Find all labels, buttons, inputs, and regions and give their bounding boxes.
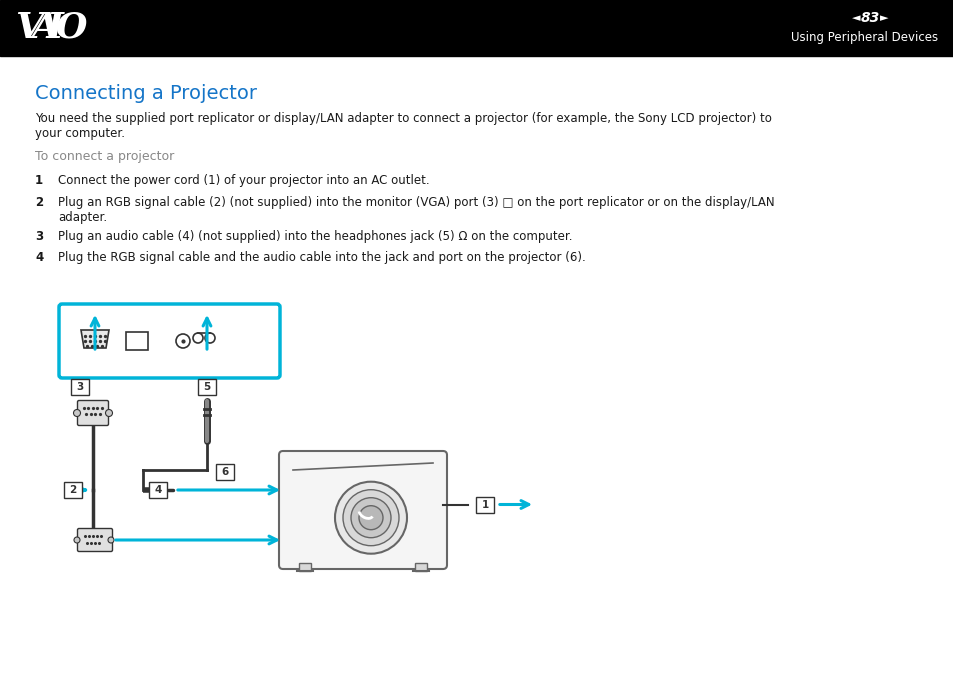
Text: Connecting a Projector: Connecting a Projector bbox=[35, 84, 256, 103]
Circle shape bbox=[106, 410, 112, 417]
FancyBboxPatch shape bbox=[59, 304, 280, 378]
FancyBboxPatch shape bbox=[77, 528, 112, 551]
Text: 5: 5 bbox=[203, 382, 211, 392]
Text: Plug an audio cable (4) (not supplied) into the headphones jack (5) Ω on the com: Plug an audio cable (4) (not supplied) i… bbox=[58, 230, 572, 243]
Text: To connect a projector: To connect a projector bbox=[35, 150, 174, 163]
Circle shape bbox=[175, 334, 190, 348]
Text: 2: 2 bbox=[70, 485, 76, 495]
Circle shape bbox=[73, 410, 80, 417]
Text: ►: ► bbox=[879, 13, 887, 23]
Text: Using Peripheral Devices: Using Peripheral Devices bbox=[790, 32, 937, 44]
Text: A: A bbox=[32, 11, 60, 45]
Bar bbox=[64, 482, 82, 498]
Bar bbox=[415, 563, 427, 571]
Circle shape bbox=[193, 333, 203, 343]
Text: I: I bbox=[47, 11, 64, 45]
Bar bbox=[126, 332, 148, 350]
Text: your computer.: your computer. bbox=[35, 127, 125, 140]
Bar bbox=[149, 482, 167, 498]
Text: 1: 1 bbox=[481, 499, 488, 510]
Circle shape bbox=[74, 537, 80, 543]
Bar bbox=[71, 379, 89, 395]
Circle shape bbox=[351, 497, 391, 538]
Text: 4: 4 bbox=[35, 251, 43, 264]
Bar bbox=[0, 0, 953, 56]
Text: 3: 3 bbox=[76, 382, 84, 392]
Text: 83: 83 bbox=[860, 11, 879, 25]
Circle shape bbox=[108, 537, 113, 543]
Text: O: O bbox=[56, 11, 88, 45]
Text: 3: 3 bbox=[35, 230, 43, 243]
Circle shape bbox=[205, 333, 214, 343]
Bar bbox=[298, 563, 311, 571]
Circle shape bbox=[343, 490, 398, 546]
Bar bbox=[198, 379, 215, 395]
Polygon shape bbox=[81, 330, 109, 348]
Text: Plug the RGB signal cable and the audio cable into the jack and port on the proj: Plug the RGB signal cable and the audio … bbox=[58, 251, 585, 264]
FancyBboxPatch shape bbox=[278, 451, 447, 569]
Bar bbox=[476, 497, 494, 512]
Text: 1: 1 bbox=[35, 174, 43, 187]
Bar bbox=[215, 464, 233, 480]
Text: 6: 6 bbox=[221, 467, 229, 477]
Text: 4: 4 bbox=[154, 485, 161, 495]
Text: ◄: ◄ bbox=[851, 13, 860, 23]
Circle shape bbox=[335, 482, 407, 554]
Text: You need the supplied port replicator or display/LAN adapter to connect a projec: You need the supplied port replicator or… bbox=[35, 112, 771, 125]
Text: adapter.: adapter. bbox=[58, 211, 107, 224]
Text: V: V bbox=[15, 11, 43, 45]
Text: 2: 2 bbox=[35, 196, 43, 209]
Text: Connect the power cord (1) of your projector into an AC outlet.: Connect the power cord (1) of your proje… bbox=[58, 174, 429, 187]
FancyBboxPatch shape bbox=[77, 400, 109, 425]
Circle shape bbox=[358, 506, 382, 530]
Text: Plug an RGB signal cable (2) (not supplied) into the monitor (VGA) port (3) □ on: Plug an RGB signal cable (2) (not suppli… bbox=[58, 196, 774, 209]
